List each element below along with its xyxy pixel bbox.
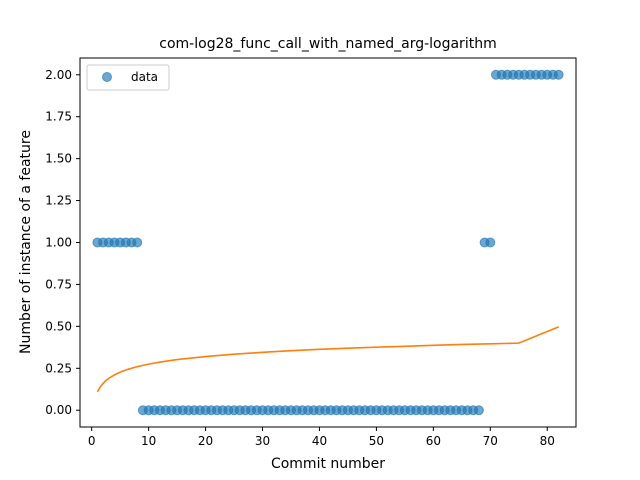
data-point [132,237,143,248]
legend-box [86,64,170,91]
legend-marker-data [102,72,112,82]
y-tick-label: 1.50 [45,152,72,166]
data-point [485,237,496,248]
x-tick-label: 80 [540,434,555,448]
y-tick-label: 0.50 [45,319,72,333]
legend: data [86,64,170,91]
x-tick-label: 30 [255,434,270,448]
x-axis-label: Commit number [271,456,385,472]
x-tick-label: 0 [88,434,96,448]
x-tick-label: 20 [198,434,213,448]
y-tick-label: 1.25 [45,194,72,208]
y-axis: 0.00 0.25 0.50 0.75 1.00 1.25 1.50 1.75 2.00 [45,68,80,417]
y-tick-label: 2.00 [45,68,72,82]
y-tick-label: 1.75 [45,110,72,124]
chart-title: com-log28_func_call_with_named_arg-logar… [159,36,496,52]
x-tick-label: 40 [312,434,327,448]
fit-line [96,326,559,393]
x-tick-label: 70 [483,434,498,448]
x-tick-label: 60 [426,434,441,448]
y-tick-label: 0.75 [45,277,72,291]
x-tick-label: 10 [141,434,156,448]
y-tick-label: 0.25 [45,361,72,375]
legend-label-data: data [131,70,158,84]
plot-area [92,69,564,416]
data-point [473,405,484,416]
y-tick-label: 0.00 [45,403,72,417]
y-axis-label: Number of instance of a feature [18,130,34,354]
data-point [553,69,564,80]
x-tick-label: 50 [369,434,384,448]
y-tick-label: 1.00 [45,236,72,250]
x-axis: 0 10 20 30 40 50 60 70 80 [88,427,555,448]
